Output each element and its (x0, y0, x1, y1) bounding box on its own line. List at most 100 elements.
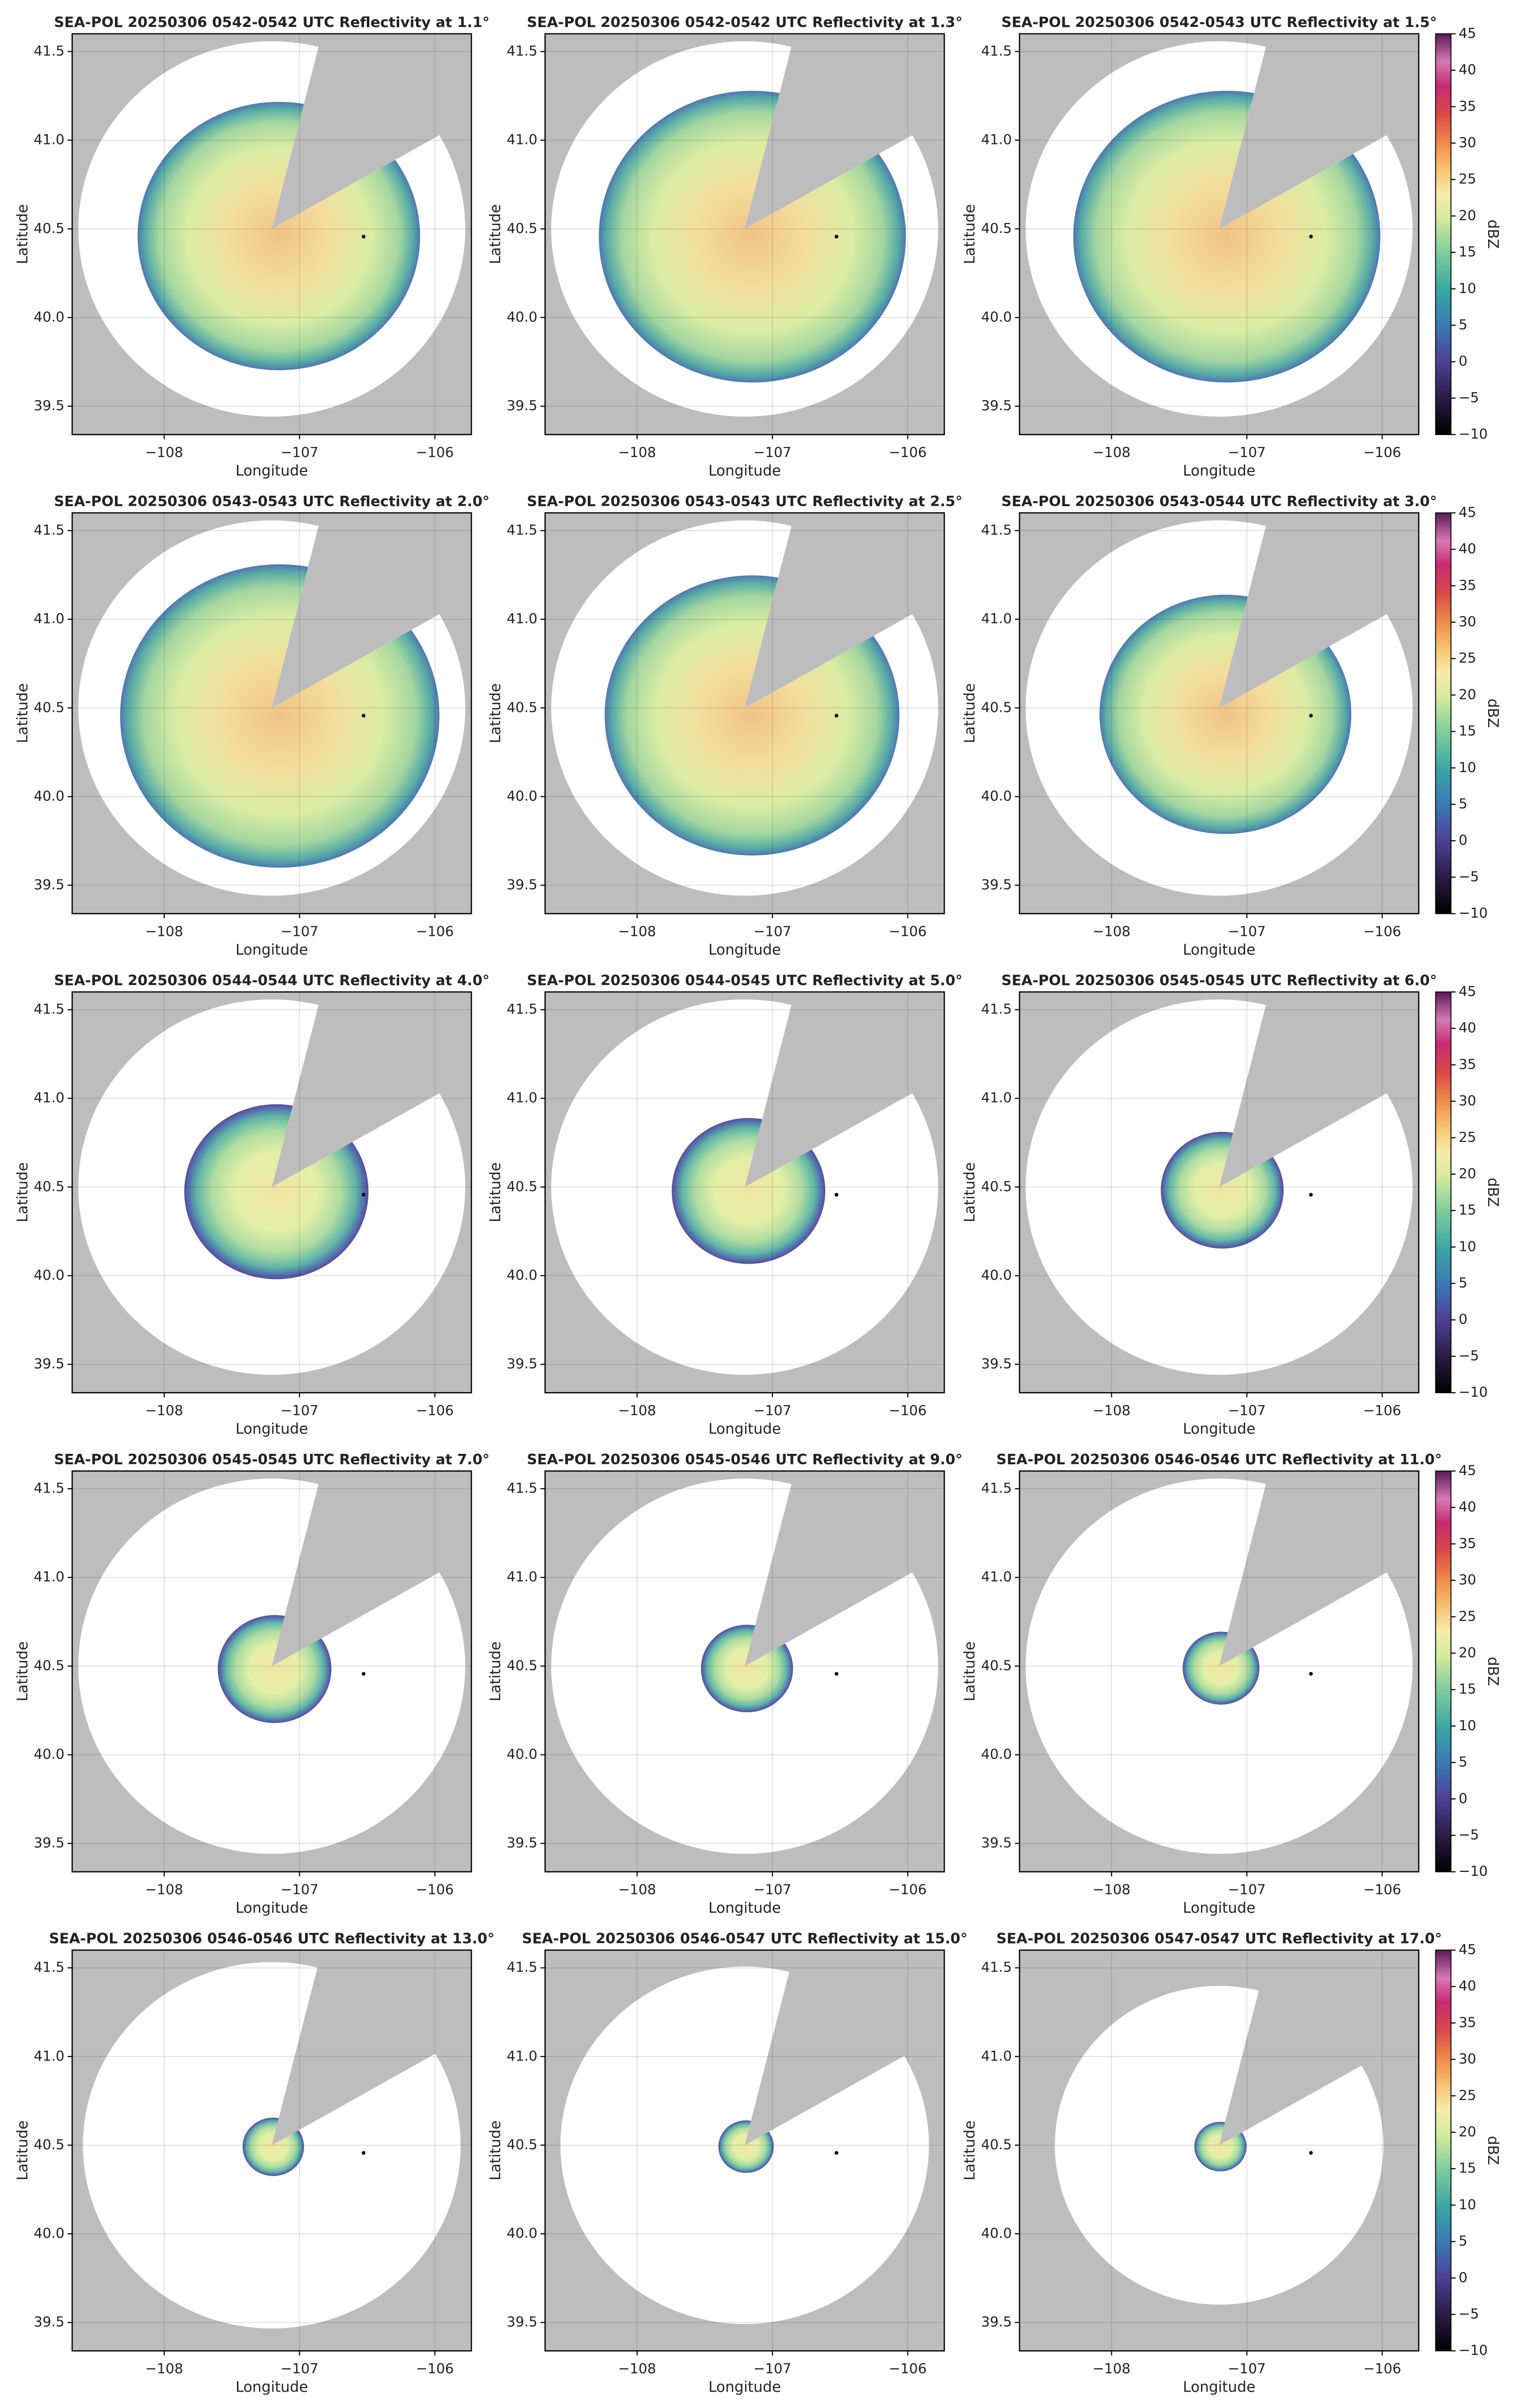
colorbar-tick-label: −10 (1459, 1384, 1488, 1400)
y-tick-label: 39.5 (507, 1835, 538, 1851)
x-tick-label: −108 (618, 1402, 656, 1419)
x-axis-label: Longitude (708, 2379, 781, 2396)
y-tick-label: 39.5 (34, 1355, 65, 1372)
x-tick-label: −106 (416, 923, 454, 940)
x-tick-label: −107 (754, 1402, 791, 1419)
colorbar-tick-label: 10 (1459, 280, 1476, 296)
colorbar (1435, 991, 1452, 1394)
axes-frame (71, 991, 472, 1394)
chart-title: SEA-POL 20250306 0546-0546 UTC Reflectiv… (49, 1930, 494, 1947)
chart-title: SEA-POL 20250306 0546-0546 UTC Reflectiv… (996, 1451, 1442, 1468)
axes-frame (1019, 33, 1419, 436)
colorbar-tick-label: 15 (1459, 2160, 1476, 2176)
x-tick-label: −107 (281, 923, 319, 940)
y-tick-label: 39.5 (507, 876, 538, 893)
panel: SEA-POL 20250306 0545-0546 UTC Reflectiv… (487, 1451, 963, 1916)
y-axis-label: Latitude (14, 683, 31, 744)
y-tick-label: 40.5 (981, 1657, 1012, 1673)
colorbar-tick-label: 30 (1459, 2051, 1476, 2067)
y-tick-label: 41.5 (981, 43, 1012, 59)
chart-title: SEA-POL 20250306 0543-0544 UTC Reflectiv… (1001, 493, 1437, 510)
y-tick-label: 40.0 (981, 309, 1012, 325)
x-tick-label: −108 (1092, 2360, 1130, 2377)
site-marker (835, 2151, 839, 2155)
y-tick-label: 40.0 (507, 2225, 538, 2241)
colorbar-label: dBZ (1485, 219, 1502, 249)
site-marker (361, 234, 366, 239)
y-tick-label: 40.5 (507, 1657, 538, 1673)
colorbar-tick-label: 30 (1459, 134, 1476, 151)
x-tick-label: −106 (889, 444, 927, 460)
x-tick-label: −108 (1092, 923, 1130, 940)
x-tick-label: −106 (889, 1402, 927, 1419)
y-tick-label: 41.0 (34, 131, 65, 148)
panel: SEA-POL 20250306 0543-0543 UTC Reflectiv… (487, 493, 963, 958)
y-tick-label: 41.5 (507, 1959, 538, 1975)
axes-frame (1019, 991, 1419, 1394)
y-tick-label: 40.5 (34, 220, 65, 236)
y-tick-label: 41.0 (507, 131, 538, 148)
y-axis-label: Latitude (14, 1642, 31, 1702)
y-tick-label: 39.5 (981, 1835, 1012, 1851)
y-tick-label: 41.5 (981, 522, 1012, 538)
colorbar-tick-label: 20 (1459, 2123, 1476, 2140)
colorbar-tick-label: −5 (1459, 868, 1479, 884)
x-axis-label: Longitude (235, 2379, 308, 2396)
axes-frame (544, 1949, 945, 2352)
colorbar-tick-label: −5 (1459, 1347, 1479, 1364)
y-tick-label: 41.5 (981, 1001, 1012, 1017)
colorbar-tick-label: 10 (1459, 759, 1476, 775)
site-marker (1309, 1672, 1313, 1676)
y-tick-label: 41.0 (507, 2048, 538, 2064)
colorbar-tick-label: 45 (1459, 1941, 1476, 1958)
y-tick-label: 41.5 (507, 1001, 538, 1017)
y-tick-label: 39.5 (981, 397, 1012, 414)
x-tick-label: −108 (618, 444, 656, 460)
y-tick-label: 41.5 (981, 1480, 1012, 1496)
axes-frame (1019, 1470, 1419, 1872)
site-marker (361, 1672, 366, 1676)
y-tick-label: 40.5 (507, 1178, 538, 1195)
x-tick-label: −108 (145, 2360, 183, 2377)
y-tick-label: 39.5 (981, 1355, 1012, 1372)
colorbar-tick-label: 40 (1459, 61, 1476, 78)
panel: SEA-POL 20250306 0543-0544 UTC Reflectiv… (961, 493, 1502, 958)
x-tick-label: −107 (1228, 1402, 1266, 1419)
colorbar-tick-label: 20 (1459, 1165, 1476, 1182)
x-tick-label: −107 (1228, 2360, 1266, 2377)
colorbar-tick-label: 10 (1459, 1717, 1476, 1734)
colorbar-tick-label: 35 (1459, 1535, 1476, 1551)
y-tick-label: 41.0 (981, 1090, 1012, 1106)
y-tick-label: 41.0 (981, 2048, 1012, 2064)
axes-frame (1019, 1949, 1419, 2352)
y-tick-label: 41.0 (34, 2048, 65, 2064)
colorbar-tick-label: 10 (1459, 1238, 1476, 1254)
colorbar-tick-label: 45 (1459, 25, 1476, 41)
y-tick-label: 40.0 (507, 787, 538, 804)
x-tick-label: −106 (1363, 923, 1401, 940)
y-tick-label: 40.5 (981, 699, 1012, 715)
chart-title: SEA-POL 20250306 0545-0545 UTC Reflectiv… (54, 1451, 489, 1468)
site-marker (835, 234, 839, 239)
y-tick-label: 39.5 (981, 876, 1012, 893)
chart-title: SEA-POL 20250306 0545-0545 UTC Reflectiv… (1001, 972, 1437, 988)
y-tick-label: 40.5 (981, 220, 1012, 236)
y-tick-label: 40.5 (981, 2136, 1012, 2153)
colorbar-tick-label: 20 (1459, 686, 1476, 702)
y-axis-label: Latitude (14, 1162, 31, 1222)
axes-frame (71, 33, 472, 436)
y-tick-label: 40.5 (507, 699, 538, 715)
panel: SEA-POL 20250306 0542-0542 UTC Reflectiv… (487, 13, 963, 479)
colorbar-tick-label: 45 (1459, 983, 1476, 999)
axes-frame (71, 512, 472, 914)
y-tick-label: 41.0 (507, 1090, 538, 1106)
x-tick-label: −108 (145, 444, 183, 460)
x-tick-label: −107 (754, 2360, 791, 2377)
x-tick-label: −108 (1092, 1402, 1130, 1419)
x-tick-label: −108 (145, 1402, 183, 1419)
x-tick-label: −107 (281, 1881, 319, 1898)
y-tick-label: 40.5 (34, 699, 65, 715)
chart-title: SEA-POL 20250306 0542-0542 UTC Reflectiv… (527, 13, 963, 30)
colorbar-tick-label: 0 (1459, 2269, 1468, 2286)
